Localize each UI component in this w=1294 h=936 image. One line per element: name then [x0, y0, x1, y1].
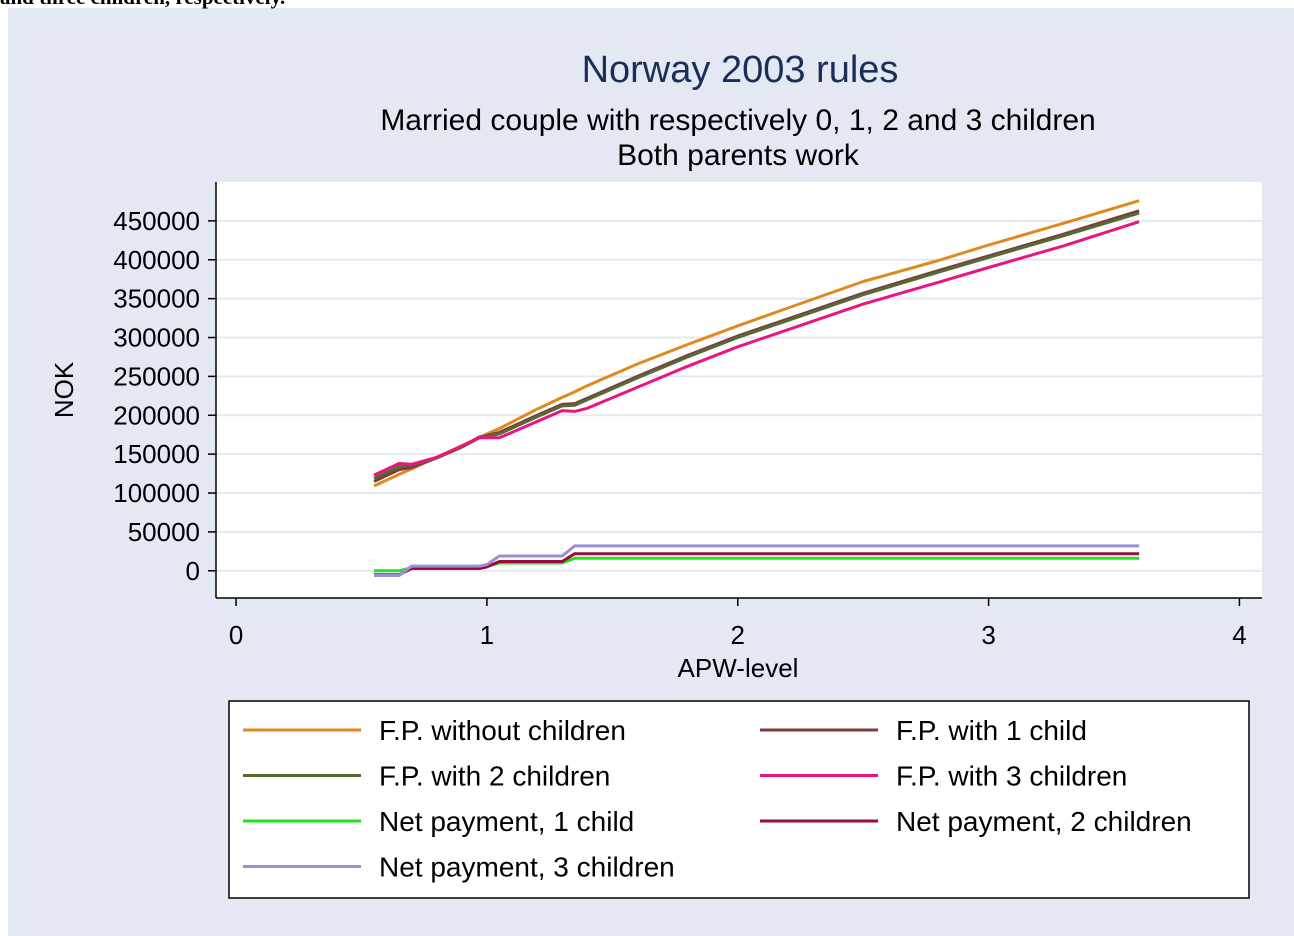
y-tick-label: 300000: [113, 323, 200, 353]
y-axis-label: NOK: [49, 361, 79, 418]
x-tick-label: 4: [1232, 620, 1246, 650]
series-line: [373, 220, 1140, 477]
x-tick-label: 1: [480, 620, 494, 650]
x-tick-label: 2: [731, 620, 745, 650]
chart-title: Norway 2003 rules: [582, 49, 899, 91]
x-axis-label: APW-level: [678, 653, 799, 683]
y-tick-label: 200000: [113, 400, 200, 430]
legend-label: F.P. without children: [379, 715, 626, 746]
y-tick-label: 350000: [113, 284, 200, 314]
y-tick-label: 0: [186, 556, 200, 586]
caption: and three children, respectively.: [0, 0, 285, 9]
series-line: [374, 544, 1140, 577]
y-tick-label: 450000: [113, 206, 200, 236]
legend-label: F.P. with 2 children: [379, 761, 610, 792]
y-tick-label: 250000: [113, 361, 200, 391]
legend-label: Net payment, 1 child: [379, 806, 634, 837]
legend-label: F.P. with 3 children: [896, 761, 1127, 792]
x-tick-label: 3: [981, 620, 995, 650]
y-tick-label: 100000: [113, 478, 200, 508]
legend: [228, 700, 1250, 899]
legend-label: Net payment, 2 children: [896, 806, 1192, 837]
x-tick-label: 0: [229, 620, 243, 650]
plot-area: [216, 182, 1262, 598]
legend-label: Net payment, 3 children: [379, 852, 675, 883]
y-tick-label: 50000: [128, 517, 200, 547]
legend-label: F.P. with 1 child: [896, 715, 1087, 746]
chart-subtitle: Married couple with respectively 0, 1, 2…: [380, 104, 1095, 137]
y-tick-label: 400000: [113, 245, 200, 275]
series-line: [374, 552, 1140, 577]
y-tick-label: 150000: [113, 439, 200, 469]
chart-subtitle: Both parents work: [617, 139, 860, 172]
